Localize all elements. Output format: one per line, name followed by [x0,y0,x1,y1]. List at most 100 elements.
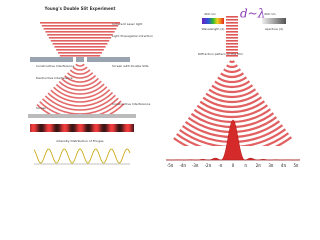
wave-band [40,22,120,24]
laser-beam [40,22,120,57]
wave-band [47,34,113,36]
label: Screen with Double Slits [112,64,149,68]
fringe-strip [41,124,42,132]
wave-arc [186,58,278,104]
fringe-strip [78,124,79,132]
fringe-strip [114,124,115,132]
axis-label: -5π [167,163,174,168]
wave-arc [211,58,253,79]
fringe-strip [50,124,51,132]
wave-band [226,52,238,54]
fringe-strip [120,124,121,132]
fringe-strip [131,124,132,132]
fringe-strip [44,124,45,132]
wave-band [52,43,108,45]
fringe-strip [89,124,90,132]
fringe-strip [91,124,92,132]
wave-arc [196,58,268,94]
fringe-strip [74,124,75,132]
wave-band [226,16,238,18]
wave-arc [171,58,293,119]
fringe-strip [103,124,104,132]
fringe-strip [35,124,36,132]
fringe-strip [86,124,87,132]
fringe-strip [100,124,101,132]
wave-band [226,49,238,51]
fringe-strip [99,124,100,132]
fringe-strip [133,124,134,132]
fringe-strip [40,124,41,132]
fringe-strip [37,124,38,132]
wave-arc [65,60,95,75]
fringe-strip [125,124,126,132]
wave-band [226,34,238,36]
axis-label: 0 [232,163,235,168]
fringe-strip [83,124,84,132]
fringe-strip [97,124,98,132]
axis-label: -π [218,163,222,168]
fringe-strip [65,124,66,132]
fringe-strip [39,124,40,132]
label: Wavelength (λ) [202,27,225,31]
fringe-strip [33,124,34,132]
wave-arc [57,60,103,83]
fringe-strip [71,124,72,132]
fringe-strip [38,124,39,132]
label: Coherent Laser light [112,22,143,26]
intensity-curve [33,148,131,164]
incident-wave [226,16,238,57]
label: Aperture (d) [265,27,283,31]
axis-label: -3π [192,163,199,168]
fringe-strip [61,124,62,132]
fringe-strip [109,124,110,132]
fringe-strip [81,124,82,132]
fringe-strip [95,124,96,132]
fringe-strip [128,124,129,132]
fringe-strip [113,124,114,132]
slit [84,57,87,62]
fringe-strip [49,124,50,132]
wave-band [56,49,104,51]
wave-band [226,43,238,45]
wave-band [43,28,117,30]
wave-arc [216,58,248,74]
wave-band [58,52,102,54]
fringe-strip [76,124,77,132]
fringe-strip [122,124,123,132]
fringe-strip [67,124,68,132]
fringe-strip [112,124,113,132]
fringe-strip [62,124,63,132]
fringe-strip [48,124,49,132]
wave-band [50,40,110,42]
wavelength-scale [202,18,224,24]
fringe-strip [98,124,99,132]
fringe-strip [129,124,130,132]
fringe-strip [92,124,93,132]
wave-band [226,28,238,30]
fringe-strip [115,124,116,132]
fringe-strip [32,124,33,132]
wave-band [59,55,101,57]
fringe-strip [72,124,73,132]
slit-screen [30,57,130,62]
fringe-strip [36,124,37,132]
fringe-strip [75,124,76,132]
fringe-strip [70,124,71,132]
fringe-strip [54,124,55,132]
fringe-strip [46,124,47,132]
fringe-strip [119,124,120,132]
wave-band [226,40,238,42]
fringe-strip [51,124,52,132]
wave-arc [37,60,123,103]
fringe-strip [124,124,125,132]
wave-arc [53,60,107,87]
double-slit-diagram: Young's Double Slit Experiment Intensity… [26,6,153,165]
fringe-strip [42,124,43,132]
slit [73,57,76,62]
fringe-strip [93,124,94,132]
fringe-strip [127,124,128,132]
fringe-strip [34,124,35,132]
axis-label: 3π [268,163,274,168]
fringe-strip [58,124,59,132]
label: Constructive Interference [112,102,150,106]
